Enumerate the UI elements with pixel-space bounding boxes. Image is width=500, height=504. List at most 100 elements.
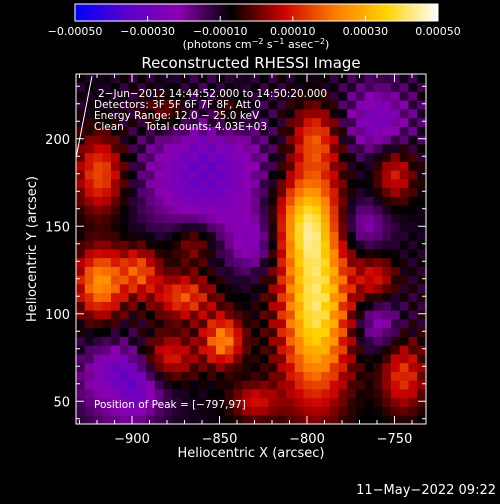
heatmap-pixel: [189, 91, 199, 101]
heatmap-pixel: [303, 144, 313, 154]
heatmap-pixel: [102, 126, 112, 136]
heatmap-pixel: [224, 406, 234, 416]
heatmap-pixel: [321, 135, 331, 145]
heatmap-pixel: [329, 179, 339, 189]
heatmap-pixel: [233, 179, 243, 189]
heatmap-pixel: [181, 319, 191, 329]
heatmap-pixel: [373, 336, 383, 346]
heatmap-pixel: [102, 301, 112, 311]
heatmap-pixel: [93, 170, 103, 180]
heatmap-pixel: [294, 205, 304, 215]
heatmap-pixel: [119, 196, 129, 206]
heatmap-pixel: [76, 292, 86, 302]
heatmap-pixel: [251, 100, 261, 110]
heatmap-pixel: [356, 380, 366, 390]
heatmap-pixel: [382, 161, 392, 171]
heatmap-pixel: [163, 205, 173, 215]
heatmap-pixel: [286, 257, 296, 267]
heatmap-pixel: [303, 82, 313, 92]
heatmap-pixel: [242, 74, 252, 84]
heatmap-pixel: [391, 362, 401, 372]
method-annotation: Clean: [94, 121, 124, 133]
heatmap-pixel: [76, 144, 86, 154]
heatmap-pixel: [84, 345, 94, 355]
heatmap-pixel: [356, 240, 366, 250]
heatmap-pixel: [216, 222, 226, 232]
heatmap-pixel: [364, 380, 374, 390]
heatmap-pixel: [111, 91, 121, 101]
heatmap-pixel: [198, 397, 208, 407]
heatmap-pixel: [373, 170, 383, 180]
heatmap-pixel: [216, 91, 226, 101]
heatmap-pixel: [268, 222, 278, 232]
heatmap-pixel: [128, 354, 138, 364]
heatmap-pixel: [329, 397, 339, 407]
heatmap-pixel: [102, 397, 112, 407]
heatmap-pixel: [146, 91, 156, 101]
heatmap-pixel: [84, 249, 94, 259]
heatmap-pixel: [119, 257, 129, 267]
heatmap-pixel: [128, 91, 138, 101]
heatmap-pixel: [154, 266, 164, 276]
heatmap-pixel: [251, 126, 261, 136]
heatmap-pixel: [111, 284, 121, 294]
heatmap-pixel: [154, 397, 164, 407]
heatmap-pixel: [303, 152, 313, 162]
heatmap-pixel: [391, 275, 401, 285]
heatmap-pixel: [84, 152, 94, 162]
heatmap-pixel: [181, 292, 191, 302]
heatmap-pixel: [294, 292, 304, 302]
heatmap-pixel: [242, 109, 252, 119]
heatmap-pixel: [321, 336, 331, 346]
heatmap-pixel: [198, 231, 208, 241]
heatmap-pixel: [329, 336, 339, 346]
heatmap-pixel: [163, 354, 173, 364]
heatmap-pixel: [329, 222, 339, 232]
heatmap-pixel: [286, 152, 296, 162]
heatmap-pixel: [189, 74, 199, 84]
heatmap-pixel: [128, 196, 138, 206]
heatmap-pixel: [312, 196, 322, 206]
heatmap-pixel: [391, 371, 401, 381]
heatmap-pixel: [207, 179, 217, 189]
heatmap-pixel: [233, 214, 243, 224]
heatmap-pixel: [321, 74, 331, 84]
heatmap-pixel: [146, 301, 156, 311]
heatmap-pixel: [391, 100, 401, 110]
heatmap-pixel: [417, 284, 426, 294]
heatmap-pixel: [303, 362, 313, 372]
heatmap-pixel: [111, 397, 121, 407]
heatmap-pixel: [417, 170, 426, 180]
heatmap-pixel: [172, 257, 182, 267]
heatmap-pixel: [242, 380, 252, 390]
heatmap-pixel: [76, 249, 86, 259]
heatmap-pixel: [399, 327, 409, 337]
heatmap-pixel: [286, 82, 296, 92]
heatmap-pixel: [277, 301, 287, 311]
heatmap-pixel: [251, 109, 261, 119]
heatmap-pixel: [408, 301, 418, 311]
heatmap-pixel: [321, 380, 331, 390]
heatmap-pixel: [364, 275, 374, 285]
heatmap-pixel: [329, 380, 339, 390]
heatmap-pixel: [268, 161, 278, 171]
heatmap-pixel: [233, 380, 243, 390]
heatmap-pixel: [408, 397, 418, 407]
heatmap-pixel: [146, 117, 156, 127]
heatmap-pixel: [321, 179, 331, 189]
heatmap-pixel: [347, 179, 357, 189]
heatmap-pixel: [163, 345, 173, 355]
heatmap-pixel: [137, 415, 147, 424]
heatmap-pixel: [84, 301, 94, 311]
heatmap-pixel: [119, 91, 129, 101]
heatmap-pixel: [181, 389, 191, 399]
heatmap-pixel: [364, 310, 374, 320]
heatmap-pixel: [154, 275, 164, 285]
heatmap-pixel: [338, 170, 348, 180]
heatmap-pixel: [373, 222, 383, 232]
heatmap-pixel: [189, 389, 199, 399]
heatmap-pixel: [242, 319, 252, 329]
heatmap-pixel: [294, 222, 304, 232]
heatmap-pixel: [286, 284, 296, 294]
heatmap-pixel: [181, 266, 191, 276]
